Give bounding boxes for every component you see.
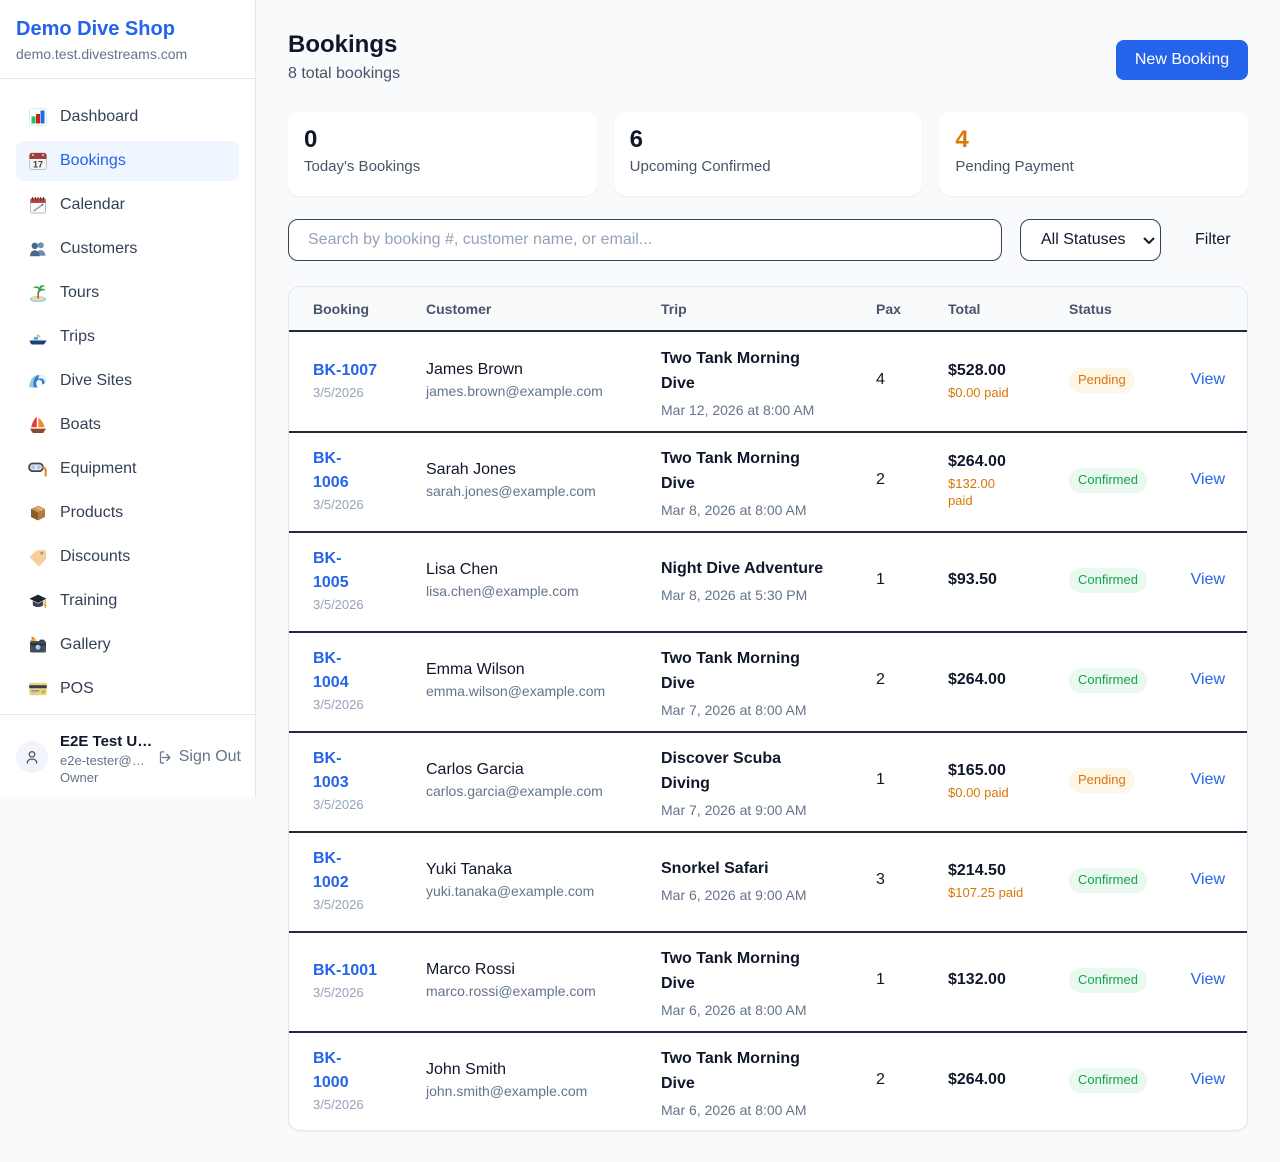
svg-text:17: 17 bbox=[33, 160, 43, 170]
